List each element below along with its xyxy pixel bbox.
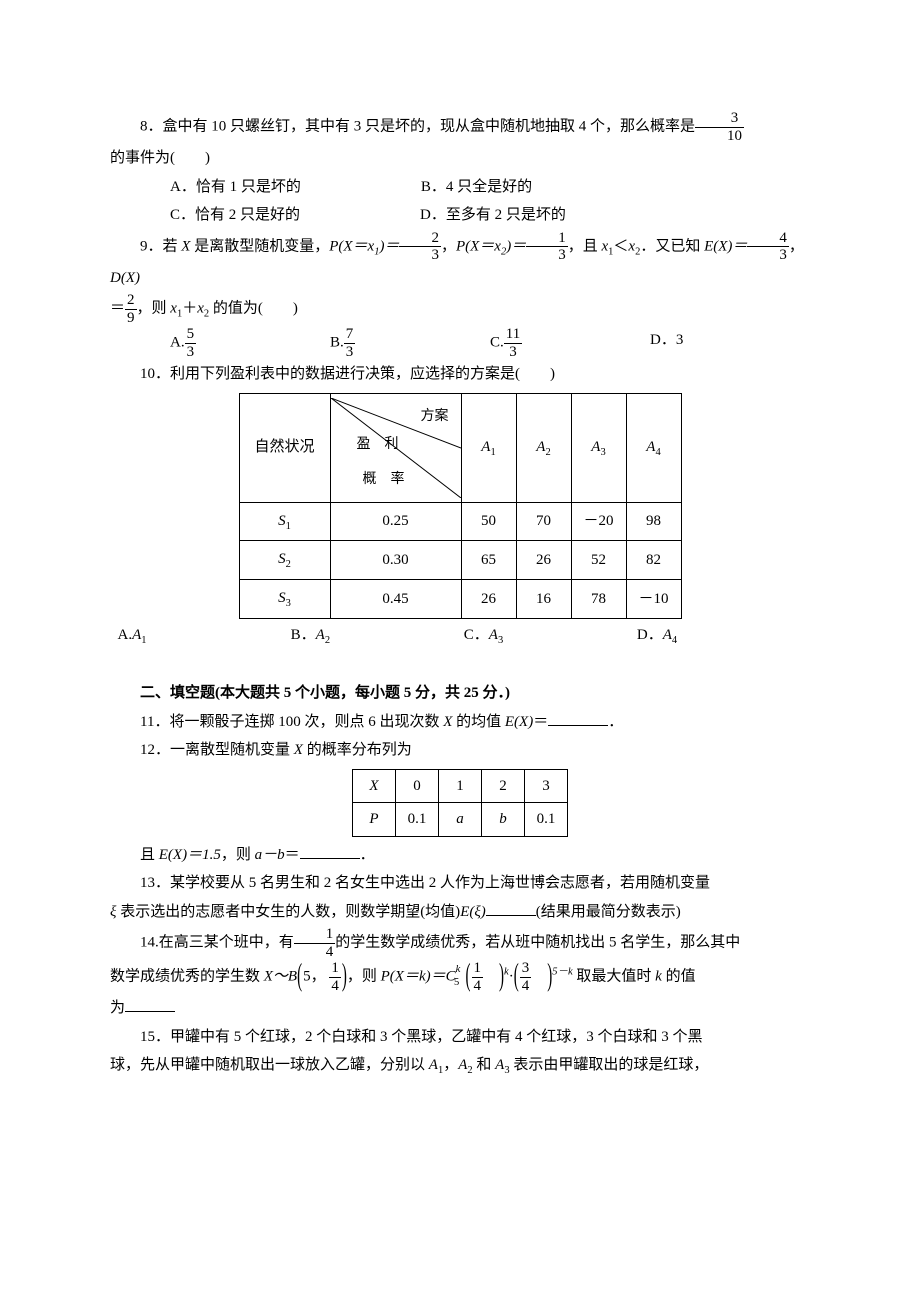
blank-input[interactable] (486, 900, 536, 916)
blank-input[interactable] (548, 710, 608, 726)
frac-1-3: 13 (526, 230, 568, 264)
q10-optA: A.A1 (118, 621, 291, 651)
q9-optA: A.53 (170, 326, 330, 360)
q9-options: A.53 B.73 C.113 D．3 (110, 326, 810, 360)
q8-optB: B．4 只全是好的 (421, 179, 532, 195)
hdr-triangle: 方案 盈 利 概 率 (330, 393, 461, 502)
q9-stem-2: ＝29，则 x1＋x2 的值为( ) (110, 292, 810, 326)
hdr-A3: A3 (571, 393, 626, 502)
q8-stem-2: 的事件为( ) (110, 144, 810, 173)
frac-4-3: 43 (747, 230, 789, 264)
frac-3-10: 310 (695, 110, 744, 144)
q9-optD: D．3 (650, 326, 810, 360)
hdr-A4: A4 (626, 393, 681, 502)
q11: 11．将一颗骰子连掷 100 次，则点 6 出现次数 X 的均值 E(X)＝． (110, 708, 810, 737)
paren-3-4: (34 ) (514, 960, 553, 994)
paren-1-4: (14 ) (466, 960, 505, 994)
blank-input[interactable] (300, 843, 360, 859)
q8-optD: D．至多有 2 只是坏的 (420, 207, 566, 223)
frac-2-3: 23 (399, 230, 441, 264)
q14-line1: 14.在高三某个班中，有14的学生数学成绩优秀，若从班中随机找出 5 名学生，那… (110, 926, 810, 960)
q10-optD: D．A4 (637, 621, 810, 651)
hdr-state: 自然状况 (239, 393, 330, 502)
q8-optA: A．恰有 1 只是坏的B．4 只全是好的 (110, 173, 810, 202)
table-row: 自然状况 方案 盈 利 概 率 A1 A2 A3 A4 (239, 393, 681, 502)
q12-after: 且 E(X)＝1.5，则 a－b＝． (110, 841, 810, 870)
q15-line1: 15．甲罐中有 5 个红球，2 个白球和 3 个黑球，乙罐中有 4 个红球，3 … (110, 1023, 810, 1052)
q10-optB: B．A2 (291, 621, 464, 651)
q13-line2: ξ 表示选出的志愿者中女生的人数，则数学期望(均值)E(ξ)(结果用最简分数表示… (110, 898, 810, 927)
frac-2-9: 29 (125, 292, 137, 326)
table-row: P0.1ab0.1 (353, 803, 568, 837)
q10-table: 自然状况 方案 盈 利 概 率 A1 A2 A3 A4 S1 0.255070－… (239, 393, 682, 620)
q15-line2: 球，先从甲罐中随机取出一球放入乙罐，分别以 A1，A2 和 A3 表示由甲罐取出… (110, 1051, 810, 1081)
q8-optC: C．恰有 2 只是好的D．至多有 2 只是坏的 (110, 201, 810, 230)
table-row: S3 0.45261678－10 (239, 580, 681, 619)
section-2-heading: 二、填空题(本大题共 5 个小题，每小题 5 分，共 25 分．) (110, 679, 810, 708)
q14-line2: 数学成绩优秀的学生数 X～B(5， 14)，则 P(X＝k)＝Ck5(14 )k… (110, 960, 810, 994)
q12-table: X0123 P0.1ab0.1 (352, 769, 568, 837)
table-row: S1 0.255070－2098 (239, 502, 681, 541)
q10-optC: C．A3 (464, 621, 637, 651)
blank-input[interactable] (125, 996, 175, 1012)
q9-optB: B.73 (330, 326, 490, 360)
q8-text: 8．盒中有 10 只螺丝钉，其中有 3 只是坏的，现从盒中随机地抽取 4 个，那… (140, 118, 695, 134)
q13-line1: 13．某学校要从 5 名男生和 2 名女生中选出 2 人作为上海世博会志愿者，若… (110, 869, 810, 898)
q8-stem: 8．盒中有 10 只螺丝钉，其中有 3 只是坏的，现从盒中随机地抽取 4 个，那… (110, 110, 810, 144)
tri-mid: 盈 利 (357, 432, 399, 459)
tri-bot: 概 率 (363, 467, 405, 494)
q9-optC: C.113 (490, 326, 650, 360)
table-row: X0123 (353, 769, 568, 803)
table-row: S2 0.3065265282 (239, 541, 681, 580)
hdr-A1: A1 (461, 393, 516, 502)
q9-stem: 9．若 X 是离散型随机变量，P(X＝x1)＝23，P(X＝x2)＝13，且 x… (110, 230, 810, 293)
tri-top: 方案 (421, 404, 449, 431)
q12-stem: 12．一离散型随机变量 X 的概率分布列为 (110, 736, 810, 765)
q10-options: A.A1 B．A2 C．A3 D．A4 (110, 621, 810, 651)
paren-B: (5， 14) (297, 960, 347, 994)
q10-stem: 10．利用下列盈利表中的数据进行决策，应选择的方案是( ) (110, 360, 810, 389)
hdr-A2: A2 (516, 393, 571, 502)
q14-line3: 为 (110, 994, 810, 1023)
